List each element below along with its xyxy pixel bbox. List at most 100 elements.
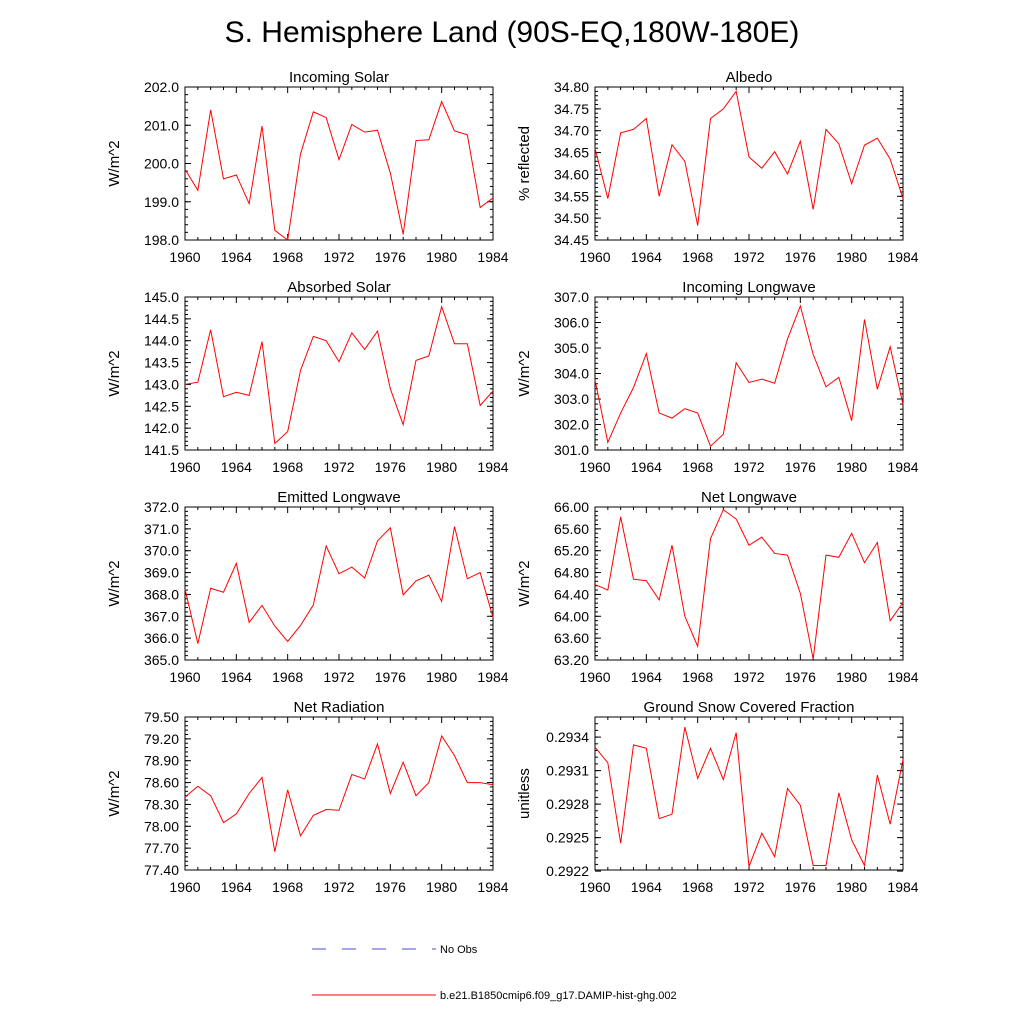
plot-frame xyxy=(594,716,904,871)
y-tick-label: 198.0 xyxy=(144,232,179,248)
y-axis-label: W/m^2 xyxy=(106,350,123,396)
y-tick-label: 302.0 xyxy=(554,417,589,433)
panel-absorbed-solar: Absorbed Solar W/m^2 1960 1964 1968 1972 1976 1… xyxy=(106,279,509,475)
x-tick-label: 1972 xyxy=(323,879,354,895)
x-tick-label: 1960 xyxy=(169,459,200,475)
panel-title: Absorbed Solar xyxy=(287,279,390,296)
y-tick-label: 78.90 xyxy=(144,753,179,769)
panel-net-radiation: Net Radiation W/m^2 1960 1964 1968 1972 1976 19… xyxy=(106,699,509,895)
x-tick-label: 1976 xyxy=(375,879,406,895)
panel-incoming-solar: Incoming Solar W/m^2 1960 1964 1968 1972 1976 1… xyxy=(106,69,509,265)
plot-frame xyxy=(184,506,494,661)
y-tick-label: 79.20 xyxy=(144,731,179,747)
x-tick-label: 1972 xyxy=(733,249,764,265)
y-tick-label: 142.5 xyxy=(144,398,179,414)
x-tick-label: 1976 xyxy=(785,249,816,265)
y-axis-label: unitless xyxy=(516,768,533,819)
series-line xyxy=(184,734,494,852)
x-tick-label: 1976 xyxy=(785,459,816,475)
y-tick-label: 63.20 xyxy=(554,652,589,668)
panel-title: Net Longwave xyxy=(701,489,797,506)
y-tick-label: 307.0 xyxy=(554,289,589,305)
y-tick-label: 142.0 xyxy=(144,420,179,436)
x-tick-label: 1968 xyxy=(682,459,713,475)
panel-title: Emitted Longwave xyxy=(277,489,400,506)
x-tick-label: 1980 xyxy=(426,879,457,895)
x-tick-label: 1968 xyxy=(272,459,303,475)
y-tick-label: 0.2922 xyxy=(546,863,589,879)
x-tick-label: 1984 xyxy=(477,249,508,265)
legend: No Obs b.e21.B1850cmip6.f09_g17.DAMIP-hi… xyxy=(312,944,677,1002)
y-tick-label: 34.75 xyxy=(554,101,589,117)
y-tick-label: 200.0 xyxy=(144,156,179,172)
y-tick-label: 370.0 xyxy=(144,543,179,559)
x-tick-label: 1980 xyxy=(426,459,457,475)
y-axis-label: W/m^2 xyxy=(106,560,123,606)
x-tick-label: 1972 xyxy=(733,879,764,895)
x-tick-label: 1980 xyxy=(426,249,457,265)
series-line xyxy=(594,726,904,868)
x-tick-label: 1968 xyxy=(682,669,713,685)
y-tick-label: 65.20 xyxy=(554,543,589,559)
panel-ground-snow-covered-fraction: Ground Snow Covered Fraction unitless 1960… xyxy=(516,699,919,895)
y-axis-label: W/m^2 xyxy=(106,140,123,186)
plot-frame xyxy=(594,296,904,451)
x-tick-label: 1984 xyxy=(887,459,918,475)
y-tick-label: 143.0 xyxy=(144,376,179,392)
series-line xyxy=(594,304,904,448)
x-tick-label: 1960 xyxy=(579,669,610,685)
panel-title: Albedo xyxy=(726,69,773,86)
y-tick-label: 63.60 xyxy=(554,630,589,646)
figure-title: S. Hemisphere Land (90S-EQ,180W-180E) xyxy=(225,16,800,49)
y-tick-label: 64.00 xyxy=(554,608,589,624)
y-tick-label: 369.0 xyxy=(144,565,179,581)
x-tick-label: 1976 xyxy=(375,459,406,475)
y-tick-label: 304.0 xyxy=(554,366,589,382)
y-tick-label: 34.45 xyxy=(554,232,589,248)
x-tick-label: 1968 xyxy=(682,249,713,265)
x-tick-label: 1984 xyxy=(477,459,508,475)
x-tick-label: 1964 xyxy=(221,249,252,265)
y-tick-label: 34.60 xyxy=(554,166,589,182)
x-tick-label: 1968 xyxy=(272,669,303,685)
y-tick-label: 141.5 xyxy=(144,442,179,458)
x-tick-label: 1960 xyxy=(169,879,200,895)
x-tick-label: 1984 xyxy=(887,879,918,895)
x-tick-label: 1960 xyxy=(579,249,610,265)
y-tick-label: 368.0 xyxy=(144,586,179,602)
y-tick-label: 0.2928 xyxy=(546,796,589,812)
panel-title: Ground Snow Covered Fraction xyxy=(644,699,855,716)
y-tick-label: 306.0 xyxy=(554,315,589,331)
plot-frame xyxy=(184,86,494,241)
series-line xyxy=(594,508,904,660)
y-axis-label: W/m^2 xyxy=(516,560,533,606)
x-tick-label: 1972 xyxy=(323,459,354,475)
series-line xyxy=(594,90,904,226)
x-tick-label: 1984 xyxy=(887,669,918,685)
x-tick-label: 1976 xyxy=(785,879,816,895)
x-tick-label: 1972 xyxy=(323,249,354,265)
y-axis-label: % reflected xyxy=(516,126,533,201)
x-tick-label: 1968 xyxy=(272,249,303,265)
x-tick-label: 1976 xyxy=(375,669,406,685)
y-tick-label: 34.80 xyxy=(554,79,589,95)
y-tick-label: 366.0 xyxy=(144,630,179,646)
x-tick-label: 1960 xyxy=(579,879,610,895)
y-tick-label: 199.0 xyxy=(144,194,179,210)
plot-frame xyxy=(184,716,494,871)
x-tick-label: 1980 xyxy=(836,879,867,895)
x-tick-label: 1972 xyxy=(733,459,764,475)
y-tick-label: 64.40 xyxy=(554,586,589,602)
panel-incoming-longwave: Incoming Longwave W/m^2 1960 1964 1968 1972 19… xyxy=(516,279,919,475)
y-tick-label: 78.00 xyxy=(144,818,179,834)
x-tick-label: 1976 xyxy=(785,669,816,685)
panel-net-longwave: Net Longwave W/m^2 1960 1964 1968 1972 1976 198… xyxy=(516,489,919,685)
x-tick-label: 1972 xyxy=(323,669,354,685)
series-line xyxy=(184,526,494,644)
x-tick-label: 1984 xyxy=(477,669,508,685)
y-axis-label: W/m^2 xyxy=(106,770,123,816)
x-tick-label: 1964 xyxy=(631,249,662,265)
x-tick-label: 1972 xyxy=(733,669,764,685)
panel-title: Incoming Solar xyxy=(289,69,389,86)
